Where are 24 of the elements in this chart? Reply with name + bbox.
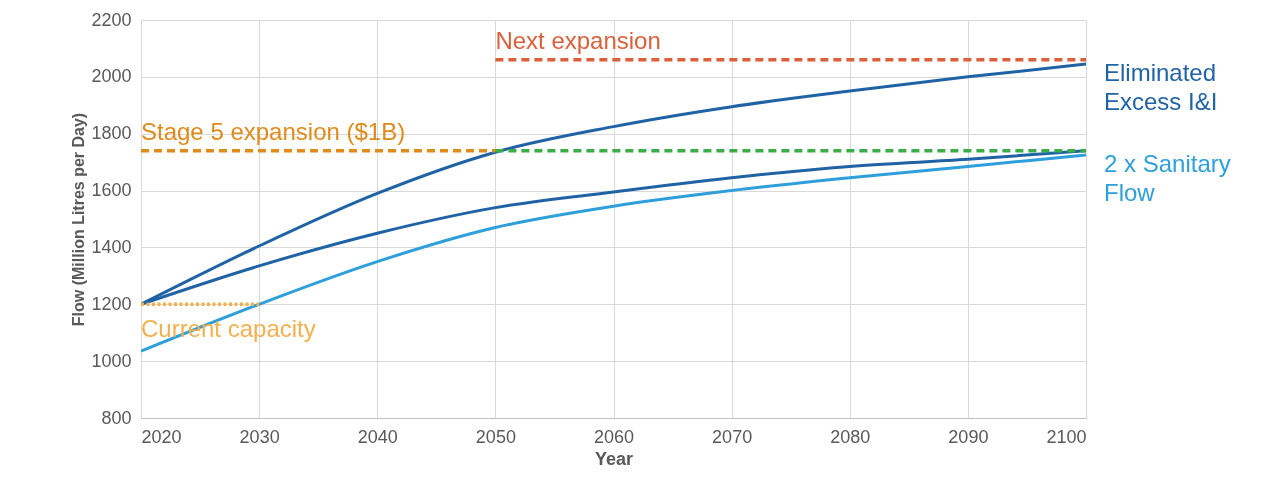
line-series [141, 153, 1086, 353]
y-tick-label: 1200 [91, 293, 132, 314]
y-tick-label: 1600 [91, 180, 132, 201]
x-tick-label: 2040 [357, 426, 398, 447]
y-tick-label: 1400 [91, 236, 132, 257]
series-label: Eliminated Excess I&I [1104, 59, 1218, 116]
x-tick-label: 2030 [239, 426, 280, 447]
series-label: 2 x Sanitary Flow [1104, 150, 1231, 207]
y-tick-label: 800 [101, 407, 132, 428]
y-tick-label: 2000 [91, 66, 132, 87]
annotation: Stage 5 expansion ($1B) [141, 117, 406, 145]
y-tick-label: 1000 [91, 350, 132, 371]
annotation: Next expansion [495, 26, 661, 54]
y-tick-label: 2200 [91, 9, 132, 30]
y-tick-label: 1800 [91, 123, 132, 144]
y-axis-title: Flow (Million Litres per Day) [70, 112, 88, 327]
x-tick-label: 2050 [475, 426, 516, 447]
x-tick-label: 2060 [593, 426, 635, 447]
x-tick-label: 2070 [712, 426, 753, 447]
x-axis-title: Year [594, 448, 634, 469]
x-tick-label: 2100 [1046, 426, 1087, 447]
x-tick-label: 2020 [141, 426, 182, 447]
x-tick-label: 2090 [948, 426, 989, 447]
x-tick-label: 2080 [830, 426, 871, 447]
